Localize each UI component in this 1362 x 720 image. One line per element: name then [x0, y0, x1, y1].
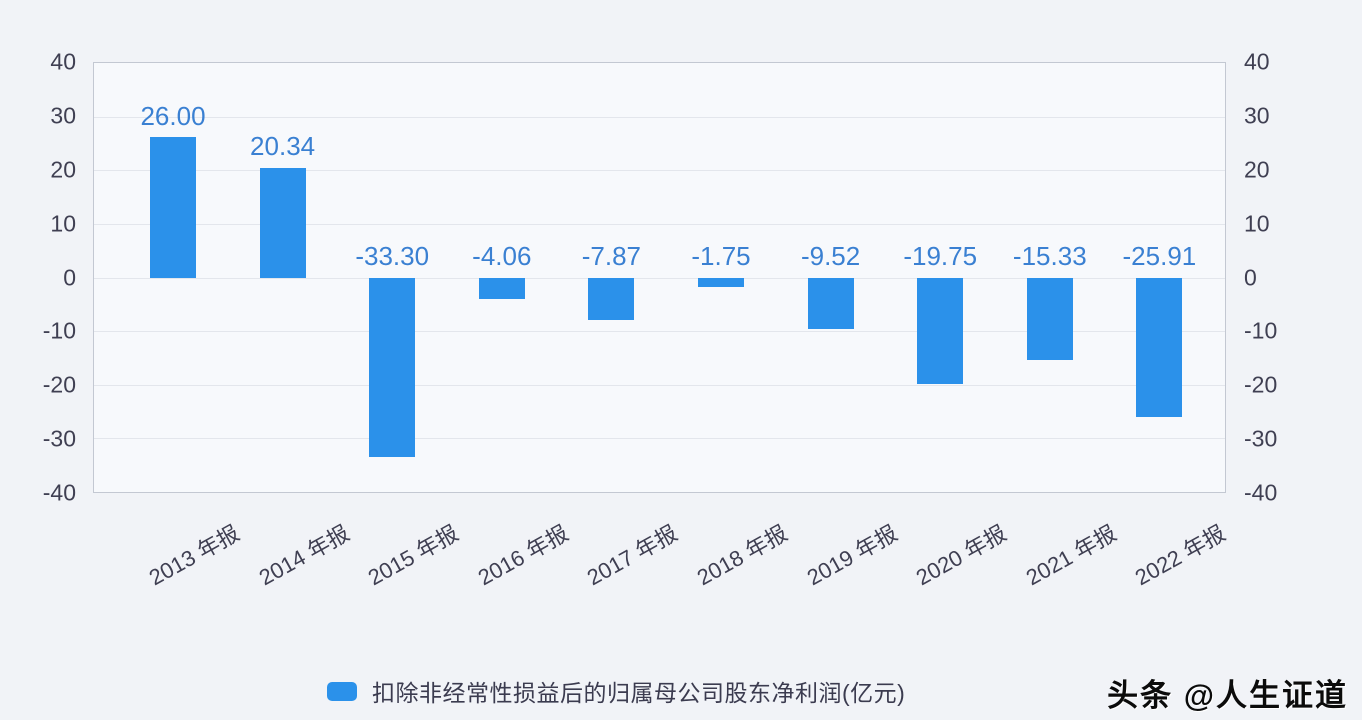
y-axis-left: 40 30 20 10 0 -10 -20 -30 -40	[0, 50, 88, 504]
legend[interactable]: 扣除非经常性损益后的归属母公司股东净利润(亿元)	[327, 674, 905, 708]
bar-value-label: 20.34	[250, 131, 316, 162]
bar-2022 年报[interactable]	[1136, 277, 1183, 418]
bar-value-label: -25.91	[1122, 240, 1197, 271]
y-axis-right: 40 30 20 10 0 -10 -20 -30 -40	[1240, 50, 1328, 504]
y-tick-label: 20	[50, 156, 76, 183]
bar-2019 年报[interactable]	[807, 277, 854, 329]
bar-value-label: -7.87	[581, 240, 642, 271]
bar-2018 年报[interactable]	[698, 277, 744, 287]
y-tick-label: -20	[42, 371, 76, 398]
y-tick-label: 30	[50, 102, 76, 129]
plot-area: 26.00 20.34 -33.30 -4.06 -7.87 -1.75 -9.52 -19.…	[93, 62, 1226, 493]
y-tick-label: -30	[1244, 425, 1278, 452]
bar-value-label: -15.33	[1012, 240, 1087, 271]
y-tick-label: -10	[42, 317, 76, 344]
bar-2014 年报[interactable]	[259, 167, 306, 278]
y-tick-label: 40	[50, 48, 76, 75]
x-tick-label: 2020 年报	[911, 520, 1011, 591]
bar-2013 年报[interactable]	[150, 137, 196, 278]
x-tick-label: 2019 年报	[802, 520, 902, 591]
y-tick-label: 0	[63, 264, 76, 290]
bar-2015 年报[interactable]	[369, 277, 416, 457]
gridline	[94, 170, 1225, 172]
watermark: 头条 @人生证道	[1107, 678, 1348, 713]
gridline	[94, 331, 1225, 333]
y-tick-label: 0	[1244, 264, 1257, 290]
gridline	[94, 223, 1225, 225]
bar-value-label: -19.75	[903, 240, 978, 271]
bar-value-label: 26.00	[140, 100, 206, 131]
x-tick-label: 2014 年报	[254, 520, 354, 591]
x-axis: 2013 年报 2014 年报 2015 年报 2016 年报 2017 年报 2018 …	[93, 494, 1230, 609]
y-tick-label: -40	[42, 479, 76, 506]
legend-swatch-icon	[327, 681, 357, 701]
y-tick-label: 10	[50, 210, 76, 237]
y-tick-label: -40	[1244, 479, 1278, 506]
x-tick-label: 2015 年报	[363, 520, 463, 591]
y-tick-label: 20	[1244, 156, 1270, 183]
y-tick-label: 10	[1244, 210, 1270, 237]
zero-gridline	[94, 277, 1225, 279]
bar-value-label: -9.52	[800, 240, 861, 271]
y-tick-label: -20	[1244, 371, 1278, 398]
y-tick-label: 40	[1244, 48, 1270, 75]
bar-2021 年报[interactable]	[1026, 277, 1073, 361]
bar-2017 年报[interactable]	[588, 277, 635, 320]
x-tick-label: 2022 年报	[1131, 520, 1230, 591]
x-tick-label: 2018 年报	[692, 520, 792, 591]
x-tick-label: 2021 年报	[1021, 520, 1121, 591]
legend-label: 扣除非经常性损益后的归属母公司股东净利润(亿元)	[372, 680, 906, 706]
x-tick-label: 2016 年报	[473, 520, 573, 591]
x-tick-label: 2017 年报	[583, 520, 682, 591]
bar-2020 年报[interactable]	[917, 277, 964, 384]
gridline	[94, 438, 1225, 440]
gridline	[94, 116, 1225, 118]
bar-value-label: -4.06	[472, 240, 532, 271]
bar-2016 年报[interactable]	[478, 277, 525, 300]
y-tick-label: -10	[1244, 317, 1278, 344]
bar-value-label: -1.75	[691, 240, 751, 271]
y-tick-label: 30	[1244, 102, 1270, 129]
gridline	[94, 384, 1225, 386]
bar-value-label: -33.30	[355, 240, 430, 271]
y-tick-label: -30	[42, 425, 76, 452]
x-tick-label: 2013 年报	[144, 520, 244, 591]
